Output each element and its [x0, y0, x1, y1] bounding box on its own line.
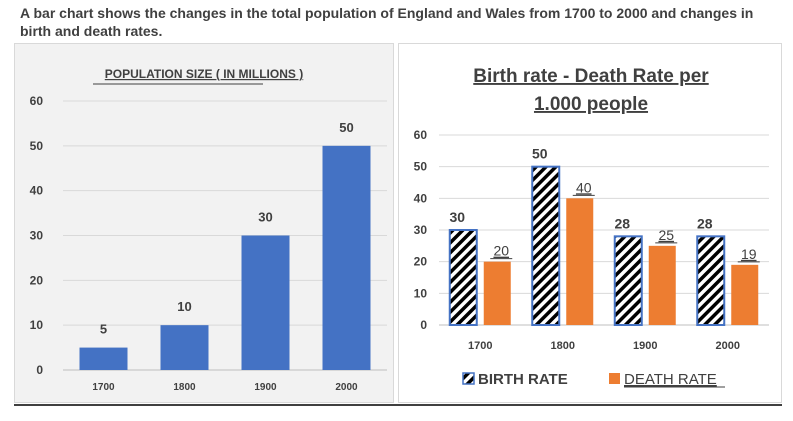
y-tick-label: 60: [414, 128, 428, 142]
x-tick-label: 1800: [551, 340, 575, 352]
death-rate-bar-1800: [566, 198, 594, 325]
y-tick-label: 0: [420, 318, 427, 332]
legend-death-swatch: [609, 373, 620, 384]
population-chart-panel: POPULATION SIZE ( IN MILLIONS ) 0 10 20 30 4…: [14, 43, 394, 403]
birth-rate-bar-1700: [448, 229, 478, 326]
population-bar-1700: [79, 347, 128, 370]
death-rate-bar-1700: [483, 261, 511, 325]
y-tick-label: 10: [30, 318, 44, 332]
birth-rate-bar-1800: [531, 165, 561, 326]
y-tick-label: 60: [30, 94, 44, 108]
death-rate-bar-1900: [648, 245, 676, 325]
bottom-rule: [14, 404, 782, 406]
rates-chart-title-line2: 1.000 people: [534, 94, 648, 115]
death-rate-data-label: 40: [576, 179, 592, 195]
legend-birth-swatch: [462, 372, 475, 385]
population-bar-2000: [322, 145, 371, 370]
y-tick-label: 30: [30, 229, 44, 243]
figure-heading: A bar chart shows the changes in the tot…: [20, 5, 754, 39]
x-tick-label: 2000: [716, 340, 740, 352]
y-tick-label: 50: [414, 160, 428, 174]
population-bar-1800: [160, 325, 209, 370]
death-rate-data-label: 19: [741, 246, 757, 262]
death-rate-data-label: 20: [493, 243, 509, 259]
x-tick-label: 1700: [468, 340, 492, 352]
x-tick-label: 1900: [254, 382, 277, 393]
death-rate-data-label: 25: [658, 227, 674, 243]
birth-rate-bar-1900: [613, 235, 643, 326]
y-tick-label: 50: [30, 139, 44, 153]
population-data-label: 10: [177, 299, 191, 314]
rates-chart-title-line1: Birth rate - Death Rate per: [473, 66, 709, 87]
y-tick-label: 30: [414, 223, 428, 237]
x-tick-label: 1700: [92, 382, 115, 393]
y-tick-label: 10: [414, 286, 428, 300]
population-chart: POPULATION SIZE ( IN MILLIONS ) 0 10 20 30 4…: [30, 67, 387, 393]
rates-chart: Birth rate - Death Rate per 1.000 people…: [414, 66, 769, 388]
birth-rate-data-label: 28: [697, 215, 713, 231]
y-tick-label: 0: [36, 363, 43, 377]
y-tick-label: 40: [30, 184, 44, 198]
legend-birth-label: BIRTH RATE: [478, 371, 568, 388]
x-tick-label: 1800: [173, 382, 196, 393]
x-tick-label: 1900: [633, 340, 657, 352]
birth-rate-data-label: 30: [449, 209, 465, 225]
death-rate-bar-2000: [731, 264, 759, 325]
y-tick-label: 40: [414, 191, 428, 205]
population-data-label: 5: [100, 322, 107, 337]
population-chart-title: POPULATION SIZE ( IN MILLIONS ): [105, 67, 303, 81]
population-data-label: 30: [258, 210, 272, 225]
birth-rate-bar-2000: [696, 235, 726, 326]
y-tick-label: 20: [414, 255, 428, 269]
birth-rate-data-label: 28: [614, 215, 630, 231]
x-tick-label: 2000: [335, 382, 358, 393]
birth-rate-data-label: 50: [532, 146, 548, 162]
population-data-label: 50: [339, 120, 353, 135]
legend-death-label: DEATH RATE: [624, 371, 717, 388]
population-bar-1900: [241, 235, 290, 370]
y-tick-label: 20: [30, 273, 44, 287]
rates-chart-panel: Birth rate - Death Rate per 1.000 people…: [398, 43, 782, 403]
